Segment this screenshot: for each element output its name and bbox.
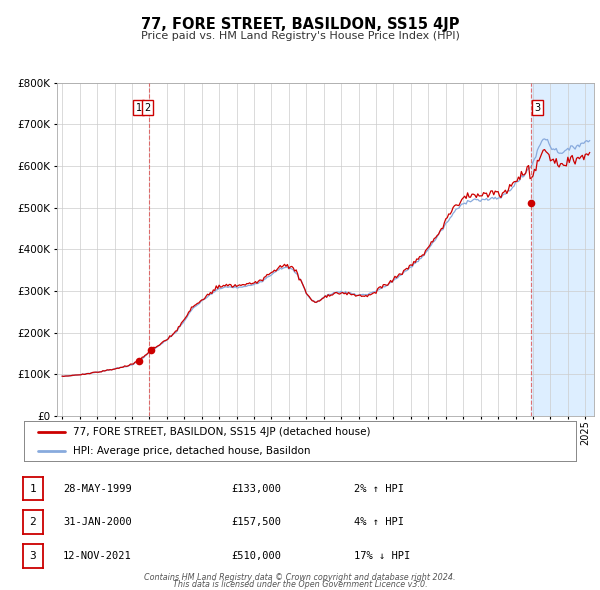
Text: 77, FORE STREET, BASILDON, SS15 4JP: 77, FORE STREET, BASILDON, SS15 4JP (141, 17, 459, 31)
Bar (530, 83, 600, 416)
Text: £133,000: £133,000 (231, 484, 281, 493)
Text: 3: 3 (535, 103, 541, 113)
Text: 31-JAN-2000: 31-JAN-2000 (63, 517, 132, 527)
Text: 1: 1 (29, 484, 37, 493)
Text: 17% ↓ HPI: 17% ↓ HPI (354, 551, 410, 560)
Text: 2: 2 (145, 103, 151, 113)
Text: Price paid vs. HM Land Registry's House Price Index (HPI): Price paid vs. HM Land Registry's House … (140, 31, 460, 41)
Text: 2% ↑ HPI: 2% ↑ HPI (354, 484, 404, 493)
Text: 2: 2 (29, 517, 37, 527)
Text: 4% ↑ HPI: 4% ↑ HPI (354, 517, 404, 527)
Text: Contains HM Land Registry data © Crown copyright and database right 2024.: Contains HM Land Registry data © Crown c… (144, 573, 456, 582)
Text: 12-NOV-2021: 12-NOV-2021 (63, 551, 132, 560)
Text: HPI: Average price, detached house, Basildon: HPI: Average price, detached house, Basi… (73, 445, 310, 455)
Text: £510,000: £510,000 (231, 551, 281, 560)
Text: This data is licensed under the Open Government Licence v3.0.: This data is licensed under the Open Gov… (173, 580, 427, 589)
Text: 28-MAY-1999: 28-MAY-1999 (63, 484, 132, 493)
Text: 77, FORE STREET, BASILDON, SS15 4JP (detached house): 77, FORE STREET, BASILDON, SS15 4JP (det… (73, 427, 370, 437)
Text: 3: 3 (29, 551, 37, 560)
Text: £157,500: £157,500 (231, 517, 281, 527)
Text: 1: 1 (136, 103, 142, 113)
